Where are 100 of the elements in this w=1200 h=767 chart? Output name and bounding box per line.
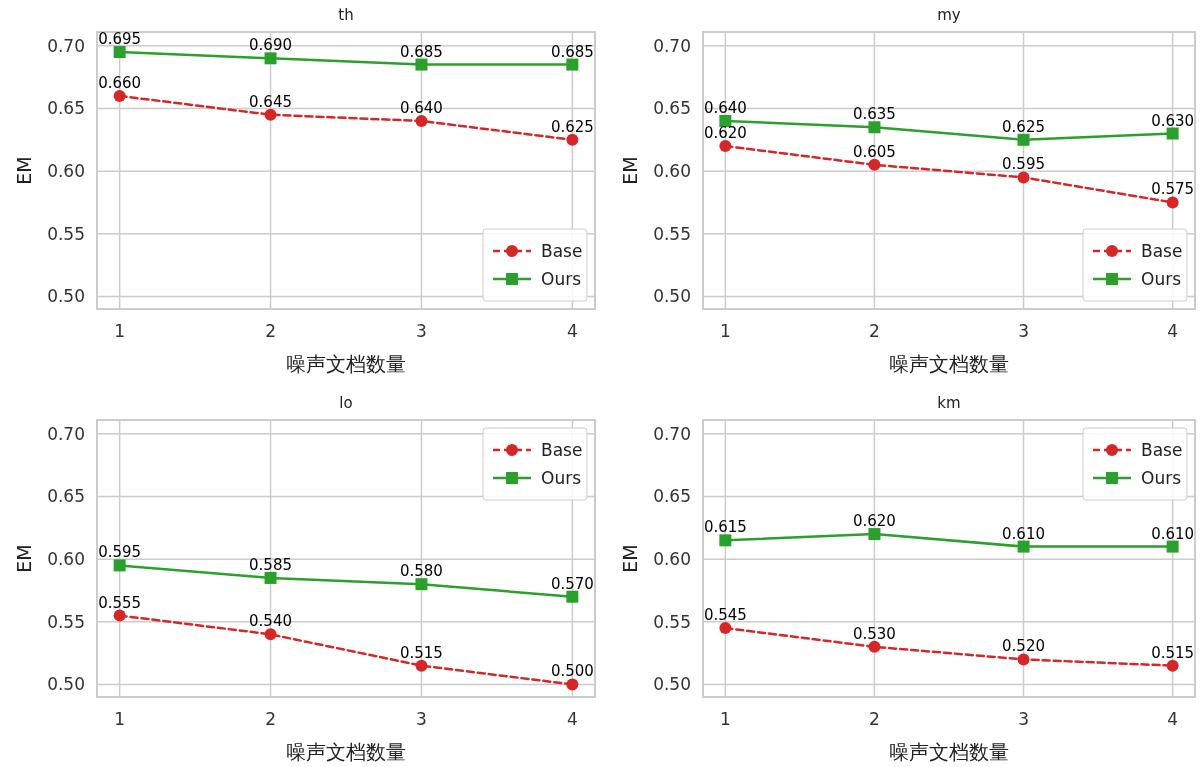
point — [415, 659, 428, 672]
point — [264, 108, 277, 121]
data-label: 0.515 — [1151, 643, 1195, 662]
point — [113, 46, 126, 59]
point — [264, 52, 277, 65]
data-label: 0.515 — [399, 643, 443, 662]
point — [1017, 171, 1030, 184]
data-label: 0.555 — [98, 593, 142, 612]
data-label: 0.605 — [852, 142, 896, 161]
x-tick-label: 2 — [265, 321, 276, 341]
data-label: 0.500 — [550, 662, 594, 681]
y-tick-label: 0.50 — [653, 674, 691, 695]
y-axis-title: EM — [619, 544, 641, 573]
chart-title: lo — [339, 394, 353, 412]
y-tick-label: 0.70 — [653, 423, 691, 444]
point — [1166, 127, 1179, 140]
data-label: 0.620 — [703, 124, 747, 143]
data-label: 0.620 — [852, 512, 896, 531]
point — [1017, 653, 1030, 666]
y-tick-label: 0.60 — [47, 161, 85, 182]
point — [1166, 196, 1179, 209]
point — [113, 559, 126, 572]
point — [113, 89, 126, 102]
x-tick-label: 4 — [566, 709, 578, 729]
point — [868, 158, 881, 171]
x-tick-label: 1 — [719, 709, 731, 729]
point — [566, 590, 579, 603]
y-tick-label: 0.50 — [653, 286, 691, 307]
chart-title: my — [937, 6, 961, 24]
legend-label: Base — [541, 241, 583, 261]
point — [719, 140, 732, 153]
data-label: 0.685 — [399, 42, 443, 61]
x-tick-label: 3 — [416, 321, 427, 341]
data-label: 0.610 — [1151, 524, 1195, 543]
point — [1017, 133, 1030, 146]
data-label: 0.530 — [852, 624, 896, 643]
x-axis-title: 噪声文档数量 — [889, 740, 1009, 764]
point — [868, 121, 881, 134]
point — [719, 622, 732, 635]
point — [264, 571, 277, 584]
data-label: 0.690 — [249, 36, 293, 55]
x-tick-label: 1 — [114, 709, 126, 729]
data-label: 0.635 — [852, 105, 896, 124]
data-label: 0.695 — [98, 30, 142, 49]
chart-title: km — [937, 394, 961, 412]
point — [415, 578, 428, 591]
point — [566, 678, 579, 691]
point — [264, 628, 277, 641]
chart-title: th — [338, 6, 354, 24]
y-tick-label: 0.70 — [653, 35, 691, 56]
point — [719, 114, 732, 127]
data-label: 0.595 — [98, 543, 142, 562]
x-tick-label: 3 — [1018, 321, 1029, 341]
y-tick-label: 0.50 — [47, 674, 85, 695]
data-label: 0.570 — [550, 574, 594, 593]
data-label: 0.615 — [703, 518, 747, 537]
point — [868, 528, 881, 541]
y-axis-title: EM — [13, 544, 35, 573]
y-tick-label: 0.55 — [47, 223, 85, 244]
x-tick-label: 1 — [719, 321, 731, 341]
x-axis-title: 噪声文档数量 — [286, 740, 406, 764]
y-tick-label: 0.55 — [47, 611, 85, 632]
y-axis-title: EM — [13, 156, 35, 185]
x-tick-label: 2 — [869, 709, 880, 729]
x-tick-label: 4 — [1167, 709, 1179, 729]
point — [719, 534, 732, 547]
x-tick-label: 4 — [566, 321, 578, 341]
x-tick-label: 2 — [265, 709, 276, 729]
data-label: 0.585 — [249, 555, 293, 574]
x-tick-label: 1 — [114, 321, 126, 341]
legend-label: Ours — [541, 468, 582, 488]
point — [566, 133, 579, 146]
x-tick-label: 3 — [416, 709, 427, 729]
y-tick-label: 0.50 — [47, 286, 85, 307]
x-axis-title: 噪声文档数量 — [889, 352, 1009, 376]
legend-label: Ours — [541, 269, 582, 289]
data-label: 0.625 — [1002, 117, 1046, 136]
legend-label: Base — [1141, 440, 1183, 460]
data-label: 0.640 — [703, 98, 747, 117]
y-tick-label: 0.65 — [47, 98, 85, 119]
y-tick-label: 0.65 — [653, 486, 691, 507]
y-tick-label: 0.60 — [653, 549, 691, 570]
data-label: 0.520 — [1002, 637, 1046, 656]
legend-label: Base — [541, 440, 583, 460]
x-tick-label: 2 — [869, 321, 880, 341]
point — [113, 609, 126, 622]
data-label: 0.645 — [249, 92, 293, 111]
y-tick-label: 0.60 — [653, 161, 691, 182]
point — [415, 114, 428, 127]
data-label: 0.595 — [1002, 155, 1046, 174]
y-tick-label: 0.65 — [47, 486, 85, 507]
x-tick-label: 3 — [1018, 709, 1029, 729]
y-tick-label: 0.55 — [653, 611, 691, 632]
data-label: 0.580 — [399, 562, 443, 581]
y-axis-title: EM — [619, 156, 641, 185]
y-tick-label: 0.55 — [653, 223, 691, 244]
point — [1166, 540, 1179, 553]
y-tick-label: 0.60 — [47, 549, 85, 570]
data-label: 0.660 — [98, 73, 142, 92]
data-label: 0.545 — [703, 606, 747, 625]
